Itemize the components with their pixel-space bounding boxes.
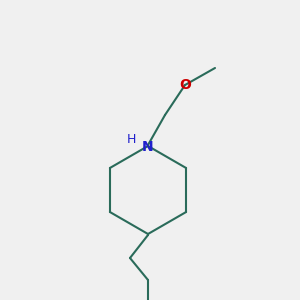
Text: N: N (142, 140, 154, 154)
Text: O: O (179, 78, 191, 92)
Text: H: H (127, 133, 136, 146)
